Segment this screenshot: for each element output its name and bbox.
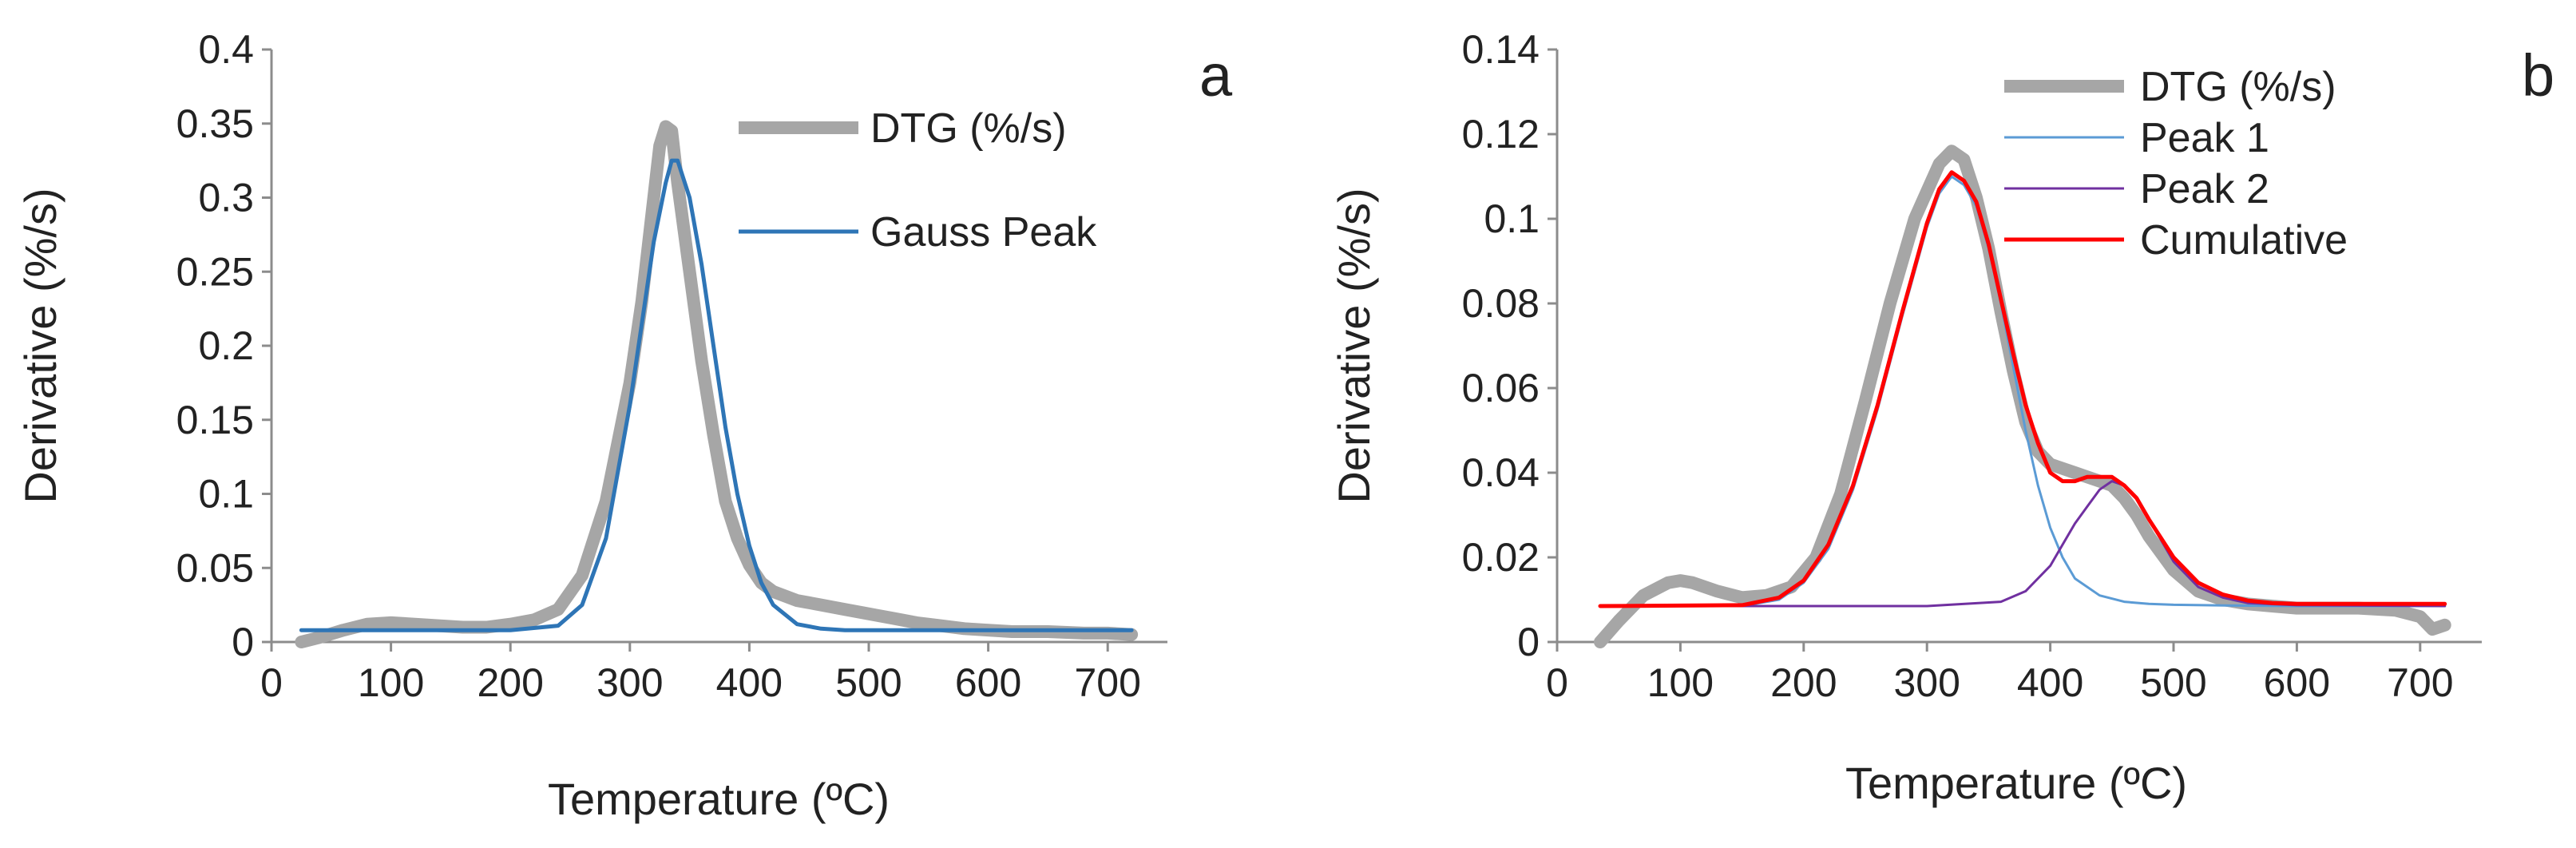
panel-b-x-tick-label: 300 xyxy=(1893,660,1960,705)
panel-a-series-gauss-peak xyxy=(299,158,1134,632)
panel-b-y-tick-label: 0 xyxy=(1517,620,1540,664)
panel-a-y-tick-label: 0.4 xyxy=(198,27,254,72)
panel-a-legend: DTG (%/s) Gauss Peak xyxy=(739,105,1097,256)
panel-b-letter: b xyxy=(2522,42,2554,109)
panel-a-y-tick-label: 0.05 xyxy=(176,545,254,590)
panel-b-legend-label-peak1: Peak 1 xyxy=(2140,115,2269,161)
panel-b-legend: DTG (%/s) Peak 1 Peak 2 Cumulative xyxy=(2004,64,2348,264)
panel-a-y-title: Derivative (%/s) xyxy=(15,188,65,503)
panel-b-x-tick-label: 600 xyxy=(2264,660,2330,705)
panel-a-y-tick-label: 0.35 xyxy=(176,101,254,146)
panel-b-legend-label-cumulative: Cumulative xyxy=(2140,217,2348,264)
panel-b-y-tick-label: 0.14 xyxy=(1462,27,1540,72)
panel-a-x-tick-label: 200 xyxy=(477,660,543,705)
panel-b-y-tick-label: 0.12 xyxy=(1462,112,1540,157)
panel-a-y-tick-label: 0.1 xyxy=(198,472,254,517)
panel-b-y-tick-label: 0.02 xyxy=(1462,535,1540,580)
panel-b-chart: 0 0.02 0.04 0.06 0.08 0.1 0.12 0.14 0 100 200 300 40… xyxy=(1329,27,2554,808)
panel-a-y-tick-label: 0.2 xyxy=(198,323,254,368)
panel-a-letter: a xyxy=(1199,42,1233,109)
panel-b-x-tick-label: 500 xyxy=(2140,660,2206,705)
panel-a-x-tick-label: 700 xyxy=(1074,660,1140,705)
panel-b-marks: 0 0.02 0.04 0.06 0.08 0.1 0.12 0.14 0 100 200 300 40… xyxy=(1462,27,2454,705)
panel-b-x-tick-label: 200 xyxy=(1770,660,1837,705)
panel-a-series-dtg-s xyxy=(295,120,1139,648)
panel-b-y-tick-label: 0.08 xyxy=(1462,281,1540,326)
panel-a-x-tick-label: 600 xyxy=(955,660,1021,705)
panel-a-x-tick-label: 100 xyxy=(358,660,424,705)
panel-a-x-title: Temperature (ºC) xyxy=(548,774,890,824)
panel-b-y-tick-label: 0.04 xyxy=(1462,450,1540,495)
panel-b-x-tick-label: 0 xyxy=(1546,660,1568,705)
panel-a-y-tick-label: 0.25 xyxy=(176,249,254,294)
panel-a-legend-label-dtg: DTG (%/s) xyxy=(870,105,1067,152)
panel-a-legend-label-gauss: Gauss Peak xyxy=(870,209,1097,256)
panel-b-x-tick-label: 400 xyxy=(2017,660,2083,705)
panel-a-chart: 0 0.05 0.1 0.15 0.2 0.25 0.3 0.35 0.4 0 100 200 300 4… xyxy=(15,27,1233,824)
panel-a-marks: 0 0.05 0.1 0.15 0.2 0.25 0.3 0.35 0.4 0 100 200 300 4… xyxy=(176,27,1141,705)
panel-b-series-cumulative xyxy=(1598,170,2447,608)
panel-b-y-tick-label: 0.06 xyxy=(1462,366,1540,410)
panel-b-x-tick-label: 100 xyxy=(1647,660,1714,705)
panel-b-x-title: Temperature (ºC) xyxy=(1845,758,2187,808)
panel-a-y-tick-label: 0.15 xyxy=(176,398,254,442)
panel-a-x-tick-label: 300 xyxy=(596,660,663,705)
panel-a-y-tick-label: 0 xyxy=(232,620,254,664)
panel-b-legend-label-peak2: Peak 2 xyxy=(2140,166,2269,212)
panel-b-y-title: Derivative (%/s) xyxy=(1329,188,1379,503)
panel-a-x-tick-label: 500 xyxy=(835,660,902,705)
panel-a-x-tick-label: 0 xyxy=(260,660,283,705)
panel-b-legend-label-dtg: DTG (%/s) xyxy=(2140,64,2336,110)
panel-a-y-tick-label: 0.3 xyxy=(198,176,254,220)
panel-b-y-tick-label: 0.1 xyxy=(1484,196,1540,241)
panel-b-x-tick-label: 700 xyxy=(2387,660,2453,705)
panel-a-x-tick-label: 400 xyxy=(716,660,783,705)
